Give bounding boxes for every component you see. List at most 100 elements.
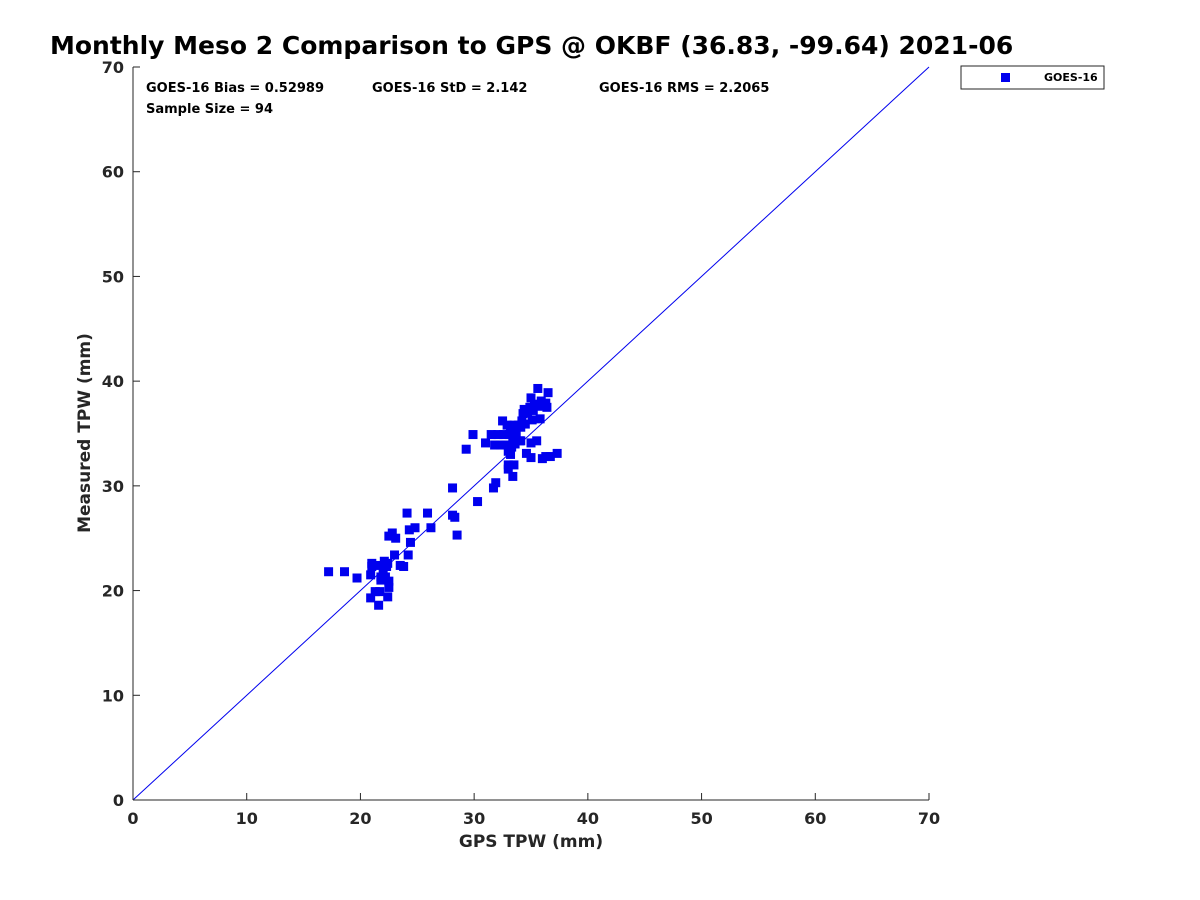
data-point (352, 573, 362, 583)
data-point (468, 430, 478, 440)
data-point (390, 550, 400, 560)
x-tick-label: 50 (690, 809, 712, 828)
x-tick-label: 10 (236, 809, 258, 828)
data-point (366, 570, 376, 580)
data-point (520, 419, 530, 429)
stat-rms: GOES-16 RMS = 2.2065 (599, 81, 769, 96)
legend-box (960, 65, 1105, 90)
data-point (367, 558, 377, 568)
data-point (534, 401, 544, 411)
data-point (391, 533, 401, 543)
legend-label-goes16: GOES-16 (1044, 71, 1098, 84)
y-tick-label: 0 (113, 791, 124, 810)
y-tick-label: 40 (102, 372, 124, 391)
data-point (488, 483, 498, 493)
data-point (516, 422, 526, 432)
y-axis-label: Measured TPW (mm) (75, 333, 95, 533)
one-to-one-line (132, 66, 930, 801)
data-point (383, 592, 393, 602)
data-point (527, 415, 537, 425)
legend-marker-square (1001, 73, 1010, 82)
data-point (473, 497, 483, 507)
data-point (481, 438, 491, 448)
x-tick-label: 0 (127, 809, 138, 828)
data-point (387, 528, 397, 538)
data-point (402, 508, 412, 518)
data-point (384, 576, 394, 586)
y-tick-label: 70 (102, 58, 124, 77)
data-point (452, 530, 462, 540)
chart-title: Monthly Meso 2 Comparison to GPS @ OKBF … (50, 31, 1013, 60)
data-point (526, 393, 536, 403)
data-points (324, 383, 562, 610)
stat-std: GOES-16 StD = 2.142 (372, 81, 527, 96)
stat-sample-size: Sample Size = 94 (146, 102, 273, 117)
data-point (383, 558, 393, 568)
data-point (541, 452, 551, 462)
y-tick-label: 30 (102, 477, 124, 496)
data-point (509, 420, 519, 430)
data-point (511, 427, 521, 437)
y-tick-label: 10 (102, 686, 124, 705)
x-tick-label: 70 (918, 809, 940, 828)
data-point (502, 420, 512, 430)
data-point (552, 448, 562, 458)
data-point (508, 471, 518, 481)
data-point (491, 478, 501, 488)
data-point (370, 587, 380, 597)
x-tick-label: 30 (463, 809, 485, 828)
data-point (509, 460, 519, 470)
data-point (493, 430, 503, 440)
data-point (404, 525, 414, 535)
data-point (532, 436, 542, 446)
legend: GOES-16 (960, 65, 1105, 90)
data-point (372, 560, 382, 570)
data-point (501, 440, 511, 450)
data-point (545, 452, 555, 462)
data-point (490, 440, 500, 450)
data-point (498, 416, 508, 426)
data-point (486, 430, 496, 440)
data-point (508, 434, 518, 444)
data-point (376, 575, 386, 585)
data-point (324, 567, 334, 577)
x-axis-label: GPS TPW (mm) (459, 832, 603, 852)
y-tick-label: 20 (102, 582, 124, 601)
data-point (516, 436, 526, 446)
y-tick-label: 50 (102, 267, 124, 286)
data-point (526, 453, 536, 463)
data-point (426, 523, 436, 533)
data-point (423, 508, 433, 518)
data-point (535, 414, 545, 424)
data-point (366, 593, 376, 603)
data-point (543, 388, 553, 398)
data-point (521, 448, 531, 458)
data-point (340, 567, 350, 577)
data-point (510, 439, 520, 449)
data-point (523, 408, 533, 418)
data-point (499, 430, 509, 440)
data-point (403, 550, 413, 560)
data-point (410, 523, 420, 533)
data-point (450, 512, 460, 522)
axis-ticks: 0 10 20 30 40 50 60 70 0 10 20 30 40 50 60 70 (102, 58, 940, 828)
data-point (526, 438, 536, 448)
x-tick-label: 40 (577, 809, 599, 828)
x-tick-label: 20 (349, 809, 371, 828)
data-point (374, 600, 384, 610)
data-point (542, 402, 552, 412)
data-point (506, 449, 516, 459)
data-point (506, 425, 516, 435)
data-point (461, 444, 471, 454)
data-point (375, 587, 385, 597)
y-tick-label: 60 (102, 163, 124, 182)
data-point (536, 396, 546, 406)
data-point (399, 561, 409, 571)
data-point (495, 440, 505, 450)
reference-line-layer (132, 66, 930, 801)
data-point (405, 537, 415, 547)
data-point (503, 460, 513, 470)
data-point (448, 483, 458, 493)
stat-bias: GOES-16 Bias = 0.52989 (146, 81, 324, 96)
